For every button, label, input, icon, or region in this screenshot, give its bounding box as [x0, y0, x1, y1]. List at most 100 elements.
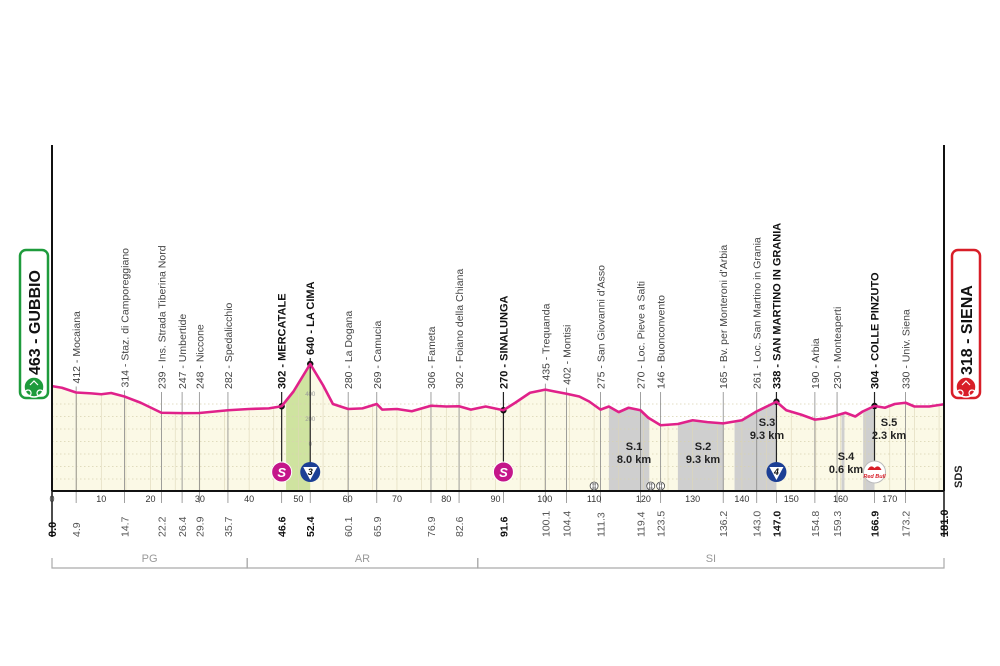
sprint-label: S: [499, 465, 508, 480]
km-label: 22.2: [156, 516, 168, 537]
sprint-label: S: [277, 465, 286, 480]
waypoint-label: 275 - San Giovanni d'Asso: [596, 265, 608, 389]
red-bull-logo-shape: [867, 466, 882, 470]
kom-category-label: 4: [773, 467, 779, 477]
start-badge-frame: [18, 248, 50, 400]
waypoint-label: 338 - SAN MARTINO IN GRANIA: [771, 223, 783, 389]
kom-triangle: [769, 467, 784, 480]
x-tick-label: 0: [49, 494, 54, 504]
waypoint-label: 270 - SINALUNGA: [498, 295, 510, 389]
cyclist-glyph: [24, 380, 44, 397]
level-crossing-icon: [589, 481, 599, 491]
waypoint-label: 190 - Arbia: [810, 338, 822, 389]
km-label: 159.3: [832, 511, 844, 537]
x-tick-label: 100: [537, 494, 552, 504]
waypoint-label: 304 - COLLE PINZUTO: [870, 272, 882, 389]
km-label: 147.0: [771, 511, 783, 537]
finish-badge-frame: [950, 248, 982, 400]
km-label: 173.2: [901, 511, 913, 537]
x-tick-label: 10: [96, 494, 106, 504]
waypoint-label: 270 - Loc. Pieve a Salti: [635, 281, 647, 389]
sector-length: 2.3 km: [872, 430, 906, 442]
red-bull-km-icon: [863, 460, 887, 484]
waypoint-label: 302 - MERCATALE: [277, 293, 289, 389]
waypoint-label: 435 - Trequanda: [540, 303, 552, 380]
sprint-icon: [271, 461, 293, 483]
sds-logo: SDS: [953, 465, 965, 488]
gravel-sector-shading: [677, 420, 724, 491]
km-label: 119.4: [635, 511, 647, 537]
km-label: 91.6: [498, 516, 510, 537]
gravel-sector-label: S.52.3 km: [872, 417, 906, 442]
km-label: 111.3: [596, 512, 608, 537]
x-tick-label: 160: [833, 494, 848, 504]
x-tick-label: 20: [146, 494, 156, 504]
x-tick-label: 110: [587, 494, 601, 504]
kom-category-label: 3: [308, 467, 313, 477]
km-label: 29.9: [194, 516, 206, 537]
waypoint-label: 314 - Staz. di Camporeggiano: [119, 248, 131, 388]
level-crossing-glyph: [658, 483, 663, 489]
sector-length: 9.3 km: [750, 430, 784, 442]
cyclist-icon: [23, 376, 45, 398]
cyclist-icon: [955, 376, 977, 398]
region-label: PG: [142, 553, 158, 565]
gravel-sector-shading: [841, 413, 845, 491]
level-crossing-glyph: [648, 483, 653, 489]
waypoint-label: 640 - LA CIMA: [305, 281, 317, 355]
gravel-sector-label: S.29.3 km: [686, 441, 720, 466]
x-tick-label: 90: [491, 494, 501, 504]
km-label: 136.2: [718, 511, 730, 537]
region-label: AR: [355, 553, 370, 565]
km-label: 82.6: [454, 516, 466, 537]
waypoint-label: 306 - Fameta: [426, 326, 438, 389]
level-crossing-icon: [646, 481, 656, 491]
start-badge: 463 - GUBBIO: [18, 248, 50, 400]
sector-name: S.5: [881, 417, 898, 429]
x-tick-label: 60: [343, 494, 353, 504]
x-tick-label: 140: [734, 494, 749, 504]
km-label-endpoint: 181.0: [939, 509, 951, 537]
gravel-sector-label: S.18.0 km: [617, 441, 651, 466]
gravel-sector-shading: [734, 401, 777, 491]
km-label: 100.1: [540, 511, 552, 537]
km-label: 52.4: [305, 516, 317, 537]
sector-name: S.1: [626, 441, 643, 453]
level-crossing-glyph: [592, 483, 597, 489]
km-label: 154.8: [810, 511, 822, 537]
waypoint-label: 402 - Montisi: [562, 325, 574, 385]
waypoint-label: 282 - Spedalicchio: [223, 302, 235, 389]
sector-length: 0.6 km: [829, 464, 863, 476]
profile-line: [51, 362, 945, 427]
waypoint-label: 302 - Foiano della Chiana: [454, 269, 466, 389]
gravel-sector-label: S.39.3 km: [750, 417, 784, 442]
waypoint-label: 280 - La Dogana: [343, 311, 355, 389]
waypoint-label: 239 - Ins. Strada Tiberina Nord: [156, 245, 168, 389]
sector-name: S.4: [838, 451, 855, 463]
gravel-sector-label: S.40.6 km: [829, 451, 863, 476]
km-label: 143.0: [752, 511, 764, 537]
km-label: 14.7: [119, 516, 131, 537]
x-tick-label: 50: [293, 494, 303, 504]
km-label: 104.4: [562, 511, 574, 537]
x-tick-label: 30: [195, 494, 205, 504]
waypoint-label: 146 - Buonconvento: [656, 295, 668, 389]
finish-badge-label: 318 - SIENA: [959, 285, 976, 375]
x-tick-label: 130: [685, 494, 700, 504]
waypoint-label: 261 - Loc. San Martino in Grania: [752, 237, 764, 389]
start-badge-label: 463 - GUBBIO: [27, 270, 44, 375]
cyclist-glyph: [956, 380, 976, 397]
region-bracket: [477, 558, 945, 569]
waypoint-label: 247 - Umbertide: [177, 314, 189, 389]
x-tick-label: 120: [636, 494, 651, 504]
waypoint-label: 412 - Mocaiana: [71, 311, 83, 384]
region-label: SI: [706, 553, 716, 565]
km-label: 46.6: [277, 516, 289, 537]
km-label: 65.9: [372, 516, 384, 537]
x-tick-label: 40: [244, 494, 254, 504]
x-tick-label: 80: [441, 494, 451, 504]
waypoint-label: 330 - Univ. Siena: [901, 309, 913, 389]
waypoint-label: 165 - Bv. per Monteroni d'Arbia: [718, 245, 730, 389]
